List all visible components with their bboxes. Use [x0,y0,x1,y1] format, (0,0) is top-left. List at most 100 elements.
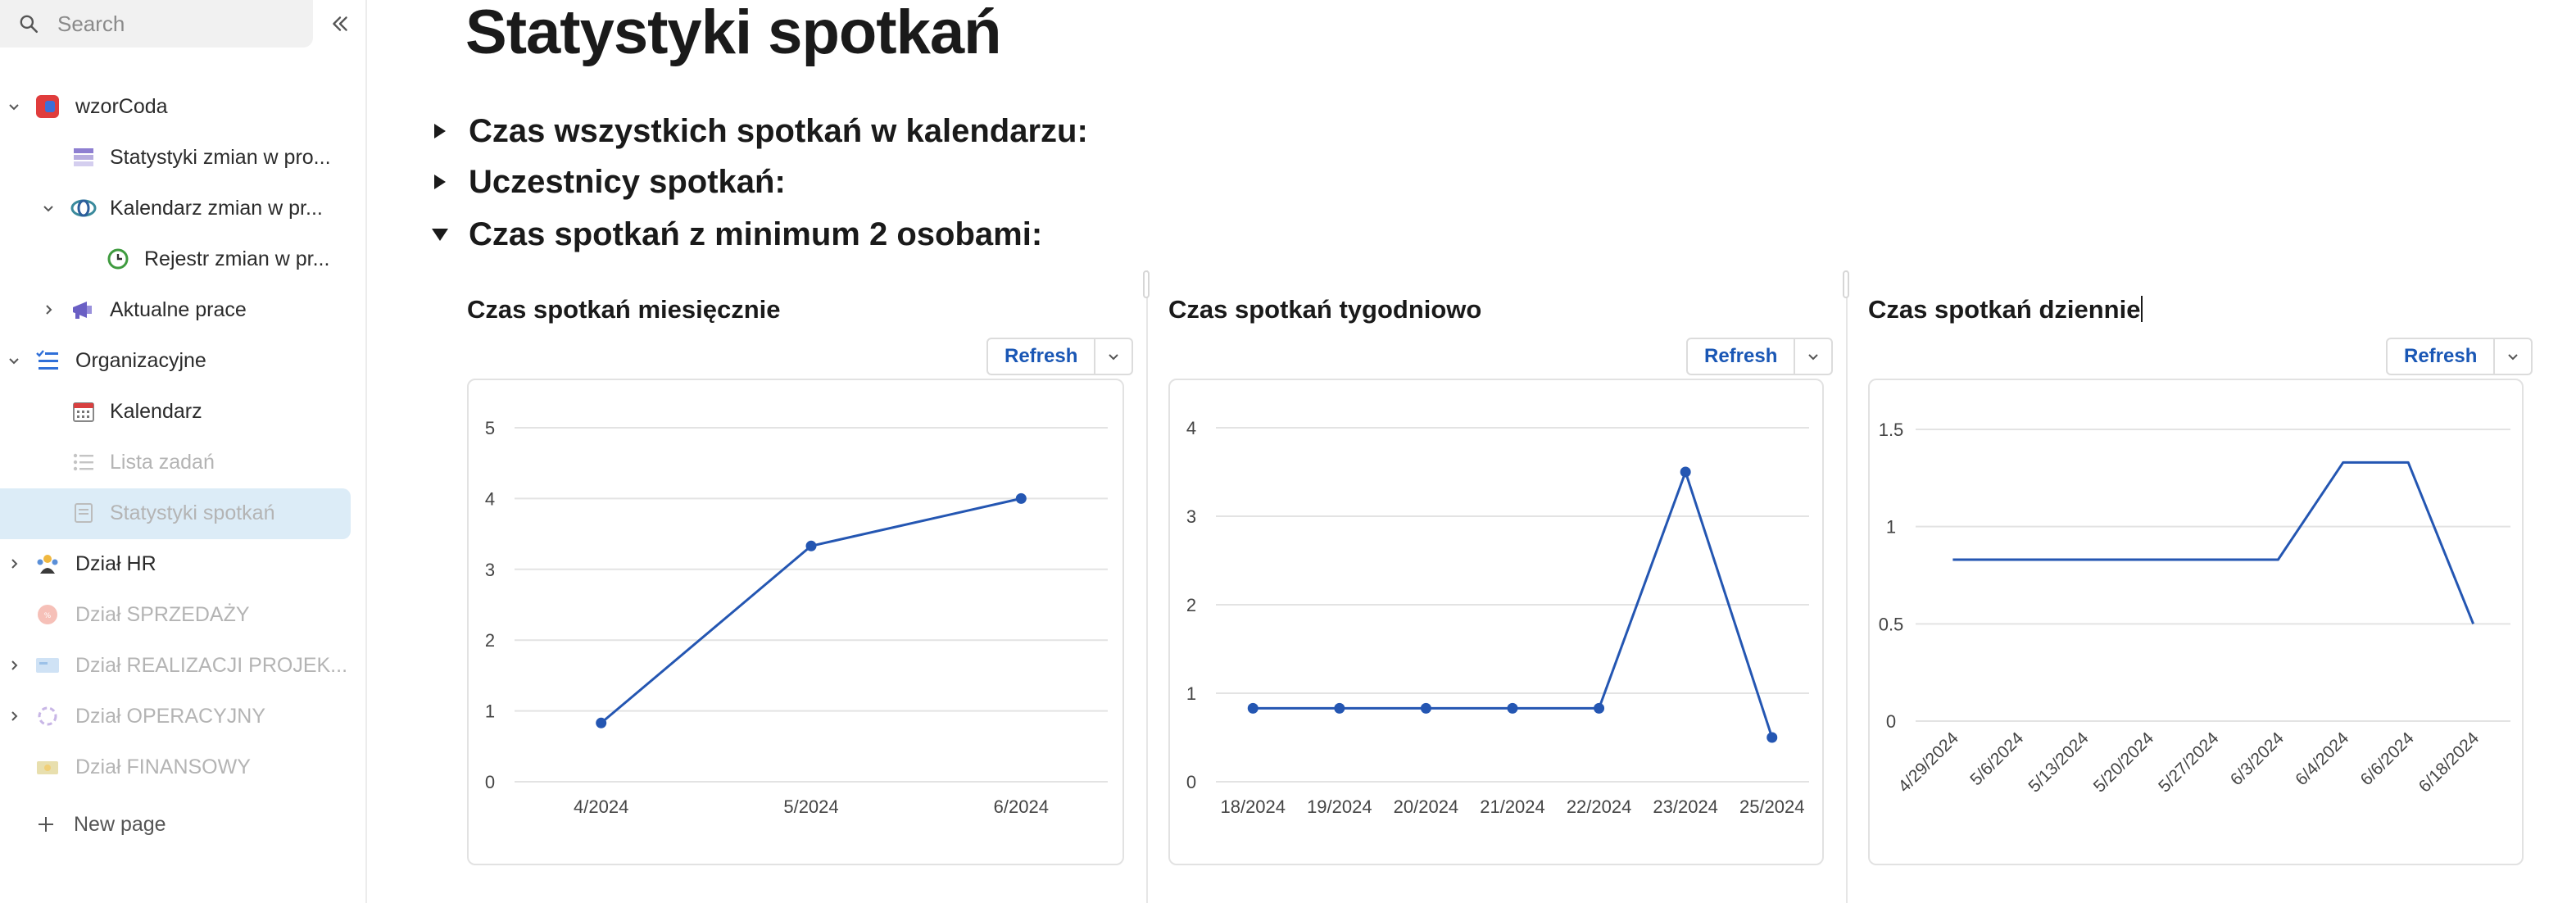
y-tick-label: 2 [1186,595,1196,615]
column-resize-handle[interactable] [1143,270,1150,298]
card-icon [34,652,61,678]
sidebar-item-label: Statystyki spotkań [110,501,275,524]
sidebar-item-label: wzorCoda [75,94,168,118]
sidebar-item-label: Kalendarz [110,399,202,423]
x-tick-label: 6/6/2024 [2357,728,2418,789]
sidebar-item-wzorcoda[interactable]: wzorCoda [0,84,361,129]
y-tick-label: 5 [485,418,495,438]
refresh-button[interactable]: Refresh [2388,339,2496,374]
x-tick-label: 4/29/2024 [1895,728,1963,796]
refresh-control-weekly: Refresh [1686,338,1834,375]
clock-icon [105,246,131,272]
svg-text:%: % [44,612,52,620]
x-tick-label: 6/2024 [994,796,1049,817]
checklist-icon [34,347,61,374]
x-tick-label: 23/2024 [1653,796,1718,817]
chart-svg: 0 1 2 3 4 18/2024 19/2024 20/2024 21/2024 22/2024… [1186,418,1809,817]
sidebar-item-organizacyjne[interactable]: Organizacyjne [0,338,361,383]
refresh-button[interactable]: Refresh [988,339,1096,374]
x-tick-label: 22/2024 [1567,796,1632,817]
triangle-right-icon [434,124,446,138]
data-point [1247,702,1259,714]
x-tick-label: 19/2024 [1307,796,1372,817]
x-tick-label: 6/3/2024 [2227,728,2288,789]
chevron-down-icon[interactable] [7,353,21,368]
y-tick-label: 3 [485,560,495,580]
sidebar-item-statystyki-zmian[interactable]: Statystyki zmian w pro... [0,134,361,180]
page-title: Statystyki spotkań [465,0,1002,67]
sidebar-item-dzial-operacyjny[interactable]: Dział OPERACYJNY [0,693,361,739]
section-toggle-czas-min-2[interactable]: Czas spotkań z minimum 2 osobami: [429,210,1042,259]
sidebar-item-label: Dział HR [75,551,156,575]
sidebar-item-label: Dział REALIZACJI PROJEK... [75,653,348,677]
sidebar-item-dzial-realizacji[interactable]: Dział REALIZACJI PROJEK... [0,642,361,688]
sidebar-item-statystyki-spotkan[interactable]: Statystyki spotkań [0,490,361,536]
chevron-right-icon[interactable] [7,658,21,673]
collapse-sidebar-button[interactable] [326,10,354,38]
refresh-options-button[interactable] [1795,339,1831,374]
series-line [600,497,1022,724]
new-page-button[interactable]: New page [0,801,361,847]
refresh-options-button[interactable] [2495,339,2531,374]
chevron-down-icon [1109,354,1119,361]
table-icon [70,144,97,170]
search-icon [20,15,39,34]
chevron-down-icon[interactable] [41,201,56,216]
chevron-right-icon[interactable] [7,556,21,571]
data-point [1766,732,1778,743]
data-point [1015,492,1027,504]
data-point [1420,702,1431,714]
data-point [596,717,607,728]
sidebar-item-dzial-sprzedazy[interactable]: % Dział SPRZEDAŻY [0,592,361,638]
column-resize-handle[interactable] [1843,270,1849,298]
sidebar-item-dzial-finansowy[interactable]: Dział FINANSOWY [0,744,361,790]
sidebar-item-label: Lista zadań [110,450,215,474]
data-point [805,540,817,551]
column-divider [1846,270,1848,903]
section-toggle-czas-wszystkich[interactable]: Czas wszystkich spotkań w kalendarzu: [429,107,1088,156]
sidebar-item-rejestr-zmian[interactable]: Rejestr zmian w pr... [0,236,361,282]
triangle-down-icon [432,229,448,241]
chart-title-daily[interactable]: Czas spotkań dziennie [1868,295,2143,324]
page-icon [70,500,97,526]
sidebar-item-lista-zadan[interactable]: Lista zadań [0,439,361,485]
section-toggle-uczestnicy[interactable]: Uczestnicy spotkań: [429,157,786,206]
sidebar-item-label: Kalendarz zmian w pr... [110,196,323,220]
chart-title-text: Czas spotkań dziennie [1868,295,2141,324]
refresh-button[interactable]: Refresh [1688,339,1796,374]
sidebar-item-label: Dział OPERACYJNY [75,704,265,728]
chevron-down-icon[interactable] [7,99,21,114]
x-tick-label: 21/2024 [1480,796,1545,817]
cycle-icon [34,703,61,729]
refresh-options-button[interactable] [1095,339,1132,374]
sidebar-item-dzial-hr[interactable]: Dział HR [0,541,361,587]
chart-svg: 0 0.5 1 1.5 4/29/2024 5/6/20245/13/20245/20/2… [1879,420,2510,796]
x-tick-label: 5/20/2024 [2090,728,2158,796]
sync-icon [70,195,97,221]
data-point [1334,702,1345,714]
chevron-right-icon[interactable] [41,302,56,317]
sidebar-item-label: Statystyki zmian w pro... [110,145,331,169]
chevron-right-icon[interactable] [7,709,21,724]
y-tick-label: 1 [1186,683,1196,704]
y-tick-label: 1 [1886,517,1896,538]
data-point [1594,702,1605,714]
chart-title-monthly: Czas spotkań miesięcznie [467,295,781,324]
list-icon [70,449,97,475]
sidebar: Search wzorCoda Statystyki zmian w pro..… [0,0,367,903]
text-cursor [2141,296,2143,322]
y-tick-label: 4 [485,488,495,509]
chart-weekly: 0 1 2 3 4 18/2024 19/2024 20/2024 21/2024 22/2024… [1168,379,1824,865]
sidebar-item-kalendarz-zmian[interactable]: Kalendarz zmian w pr... [0,185,361,231]
sale-badge-icon: % [34,601,61,628]
people-icon [34,551,61,577]
search-input[interactable]: Search [0,0,313,48]
y-tick-label: 1.5 [1879,420,1904,440]
sidebar-item-aktualne-prace[interactable]: Aktualne prace [0,287,361,333]
sidebar-item-label: Organizacyjne [75,348,206,372]
y-tick-label: 0.5 [1879,614,1904,634]
x-tick-label: 25/2024 [1739,796,1805,817]
x-tick-label: 6/18/2024 [2415,728,2483,796]
sidebar-item-kalendarz[interactable]: Kalendarz [0,388,361,434]
data-point [1507,702,1518,714]
